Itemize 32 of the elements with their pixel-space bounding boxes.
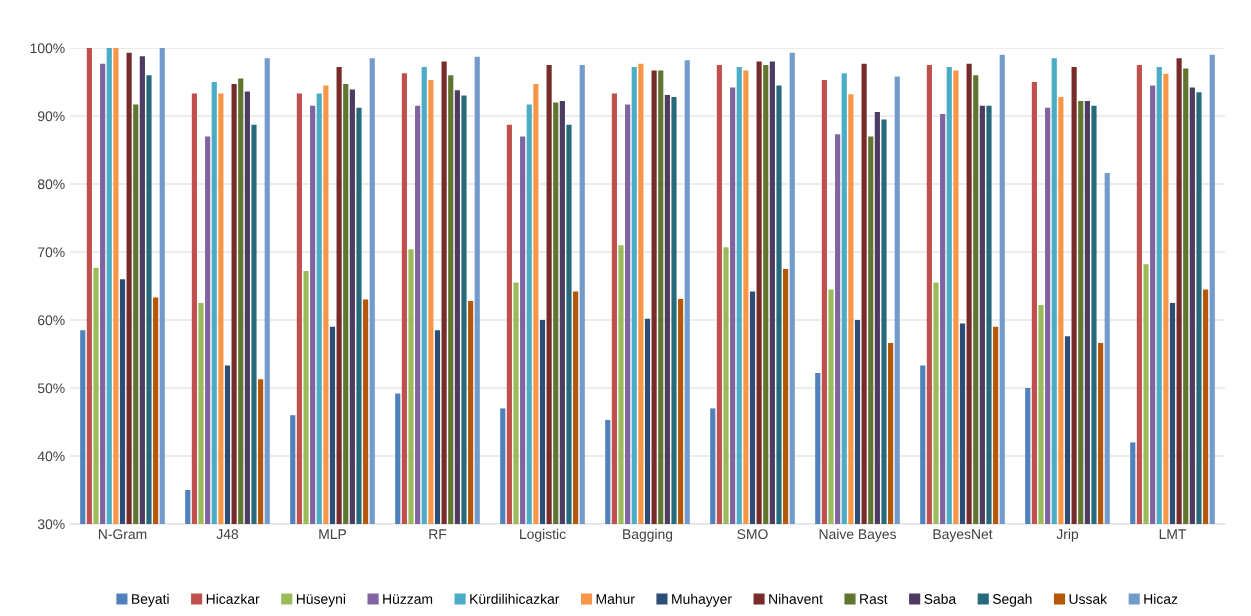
x-tick-label: N-Gram [98,529,147,540]
legend-label: Rast [860,594,888,604]
legend-label: Hicazkar [206,593,260,604]
legend-label: Hicaz [1144,593,1178,604]
legend-label: Segah [992,593,1032,607]
y-tick-label: 100% [30,43,65,54]
y-tick-label: 70% [38,247,65,258]
legend-label: Saba [924,593,957,604]
x-tick-label: Jrip [1056,528,1079,542]
legend-label: Muhayyer [672,593,732,607]
x-tick-label: SMO [737,529,768,540]
legend-label: Kürdilihicazkar [470,593,560,604]
x-tick-label: J48 [216,529,239,540]
x-tick-label: RF [429,529,447,539]
x-tick-label: LMT [1159,529,1187,539]
y-tick-label: 60% [38,315,65,326]
legend-label: Beyati [132,593,169,607]
x-tick-label: MLP [319,529,347,539]
x-tick-label: BayesNet [933,529,993,542]
legend-label: Nihavent [769,593,823,604]
y-tick-label: 30% [37,519,65,530]
x-tick-label: Bagging [623,528,673,542]
y-tick-label: 50% [37,383,65,394]
legend-label: Hüzzam [383,594,433,604]
legend-label: Hüseyni [296,593,346,607]
legend-label: Mahur [596,593,635,604]
legend-label: Ussak [1069,593,1108,604]
x-tick-label: Naive Bayes [819,528,896,542]
y-tick-label: 40% [37,451,65,462]
y-tick-label: 90% [37,111,65,122]
x-tick-label: Logistic [520,528,566,542]
y-tick-label: 80% [37,179,65,190]
